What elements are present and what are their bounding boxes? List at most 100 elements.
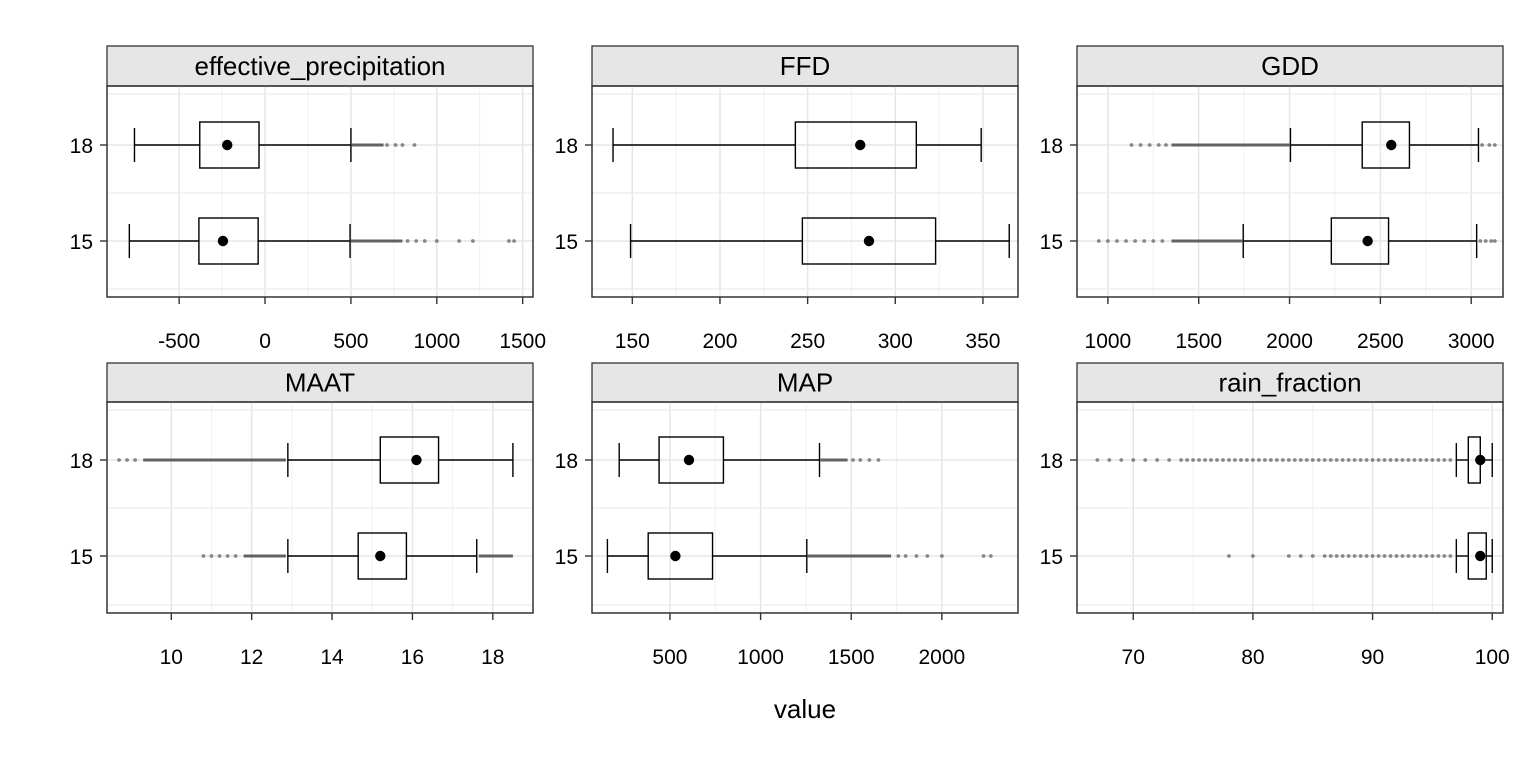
strip-label: MAAT [285,368,355,398]
x-tick-label: 1500 [1175,330,1222,353]
outlier-point [1124,239,1128,243]
box-iqr [801,217,937,265]
median-dot [683,454,695,466]
outlier-point [1262,458,1267,462]
outlier-point [1478,239,1483,243]
outlier-point [1424,554,1429,558]
outlier-point [939,554,944,558]
outlier-point [412,143,417,147]
outlier-point [1406,554,1411,558]
outlier-point [1160,239,1165,243]
outlier-point [1442,554,1447,558]
outlier-point [1412,554,1417,558]
x-tick-label: 0 [259,330,271,353]
strip-label: FFD [780,51,831,81]
box-iqr [198,217,259,265]
median-dot [1475,454,1486,466]
box-iqr [1330,217,1390,265]
panel-frame [106,401,534,614]
outlier-point [1143,458,1148,462]
median-dot [863,235,875,247]
y-tick-label: 15 [70,546,93,569]
median-dot [1386,139,1397,151]
outlier-point [1418,458,1423,462]
outlier-point [1131,458,1136,462]
y-tick-label: 18 [70,135,93,158]
outlier-point [1442,458,1447,462]
y-tick-label: 15 [1040,546,1063,569]
outlier-point [1448,458,1453,462]
median-dot [217,235,229,247]
outlier-point [1274,458,1279,462]
outlier-point [1334,554,1339,558]
outlier-point [1448,554,1453,558]
box-18 [612,121,982,169]
y-tick-label: 18 [1040,450,1063,473]
outlier-point [1430,554,1435,558]
outlier-point [914,554,919,558]
outlier-point [858,458,863,462]
outlier-point [1292,458,1297,462]
outlier-point [1119,458,1124,462]
outlier-point [1346,554,1351,558]
outlier-point [414,239,419,243]
outlier-point [434,239,439,243]
outlier-point [1129,143,1134,147]
panel-rain_fraction: rain_fraction 70 80 90 100 15 18 [1040,362,1510,669]
outlier-point [1179,458,1184,462]
x-axis-title: value [774,694,836,724]
outlier-point [1209,458,1213,462]
median-dot [855,139,866,151]
x-tick-label: 350 [965,330,1000,353]
strip-label: MAP [777,368,833,398]
median-dot [375,550,386,562]
panels-group: effective_precipitation -500 0 500 1000 1500 1… [70,45,1510,669]
x-tick-label: 300 [878,330,913,353]
outlier-point [1147,143,1152,147]
outlier-point [422,239,427,243]
x-tick-label: 90 [1361,646,1384,669]
panel-frame [591,401,1019,614]
outlier-point [1096,239,1101,243]
x-tick-label: 10 [160,646,183,669]
y-tick-label: 15 [1040,231,1063,254]
outlier-point [1310,554,1315,558]
strip-bg [591,45,1019,87]
outlier-point [1489,239,1494,243]
box-18 [618,436,881,484]
x-tick-label: 1000 [413,330,460,353]
y-tick-label: 18 [70,450,93,473]
outlier-point [1167,458,1172,462]
outlier-point [1370,554,1375,558]
box-iqr [658,436,725,484]
box-15 [1227,532,1493,580]
strip-label: rain_fraction [1218,368,1361,398]
outlier-point [1133,239,1138,243]
outlier-point [1304,458,1309,462]
outlier-point [1480,143,1485,147]
outlier-point [1388,554,1393,558]
outlier-point [117,458,121,462]
box-18 [133,121,417,169]
outlier-point [1221,458,1225,462]
outlier-point [1364,458,1369,462]
outlier-point [1164,143,1168,147]
y-tick-label: 18 [555,450,578,473]
strip-bg [106,45,534,87]
outlier-point [133,458,138,462]
outlier-point [1334,458,1339,462]
outlier-point [385,143,389,147]
outlier-point [225,554,230,558]
outlier-point [981,554,986,558]
outlier-point [1245,458,1249,462]
outlier-point [1394,458,1399,462]
outlier-point [1376,458,1381,462]
outlier-point [876,458,881,462]
outlier-point [1095,458,1100,462]
outlier-point [1340,458,1345,462]
x-tick-label: 2000 [919,646,966,669]
panel-frame [591,85,1019,298]
x-tick-label: 500 [652,646,687,669]
box-iqr [199,121,260,169]
outlier-point [1418,554,1423,558]
